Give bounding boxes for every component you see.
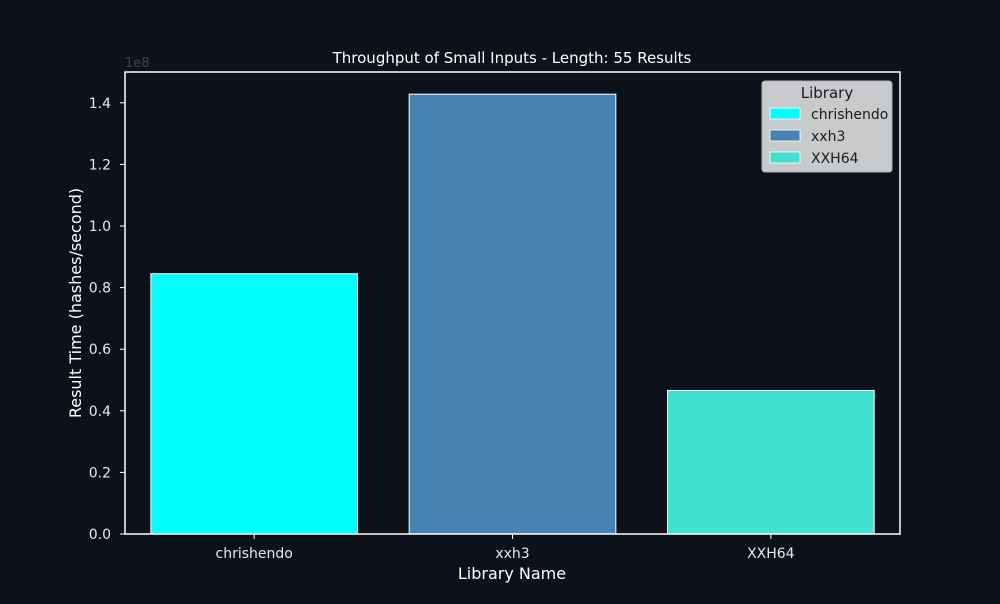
plot-frame [124, 71, 901, 535]
bar-chrishendo [150, 273, 358, 535]
y-tick-label: 0.6 [89, 342, 111, 358]
chart-title: Throughput of Small Inputs - Length: 55 … [332, 49, 692, 67]
legend-swatch [769, 151, 801, 164]
x-axis-ticks: chrishendo xxh3 XXH64 [216, 534, 795, 562]
y-tick-label: 1.2 [89, 157, 111, 173]
y-tick-label: 0.8 [89, 281, 111, 297]
legend-entry-label: chrishendo [811, 107, 888, 123]
legend-swatch [769, 129, 801, 142]
bars-layer [150, 93, 875, 535]
legend-entry-label: xxh3 [811, 129, 845, 145]
y-axis-scale-label: 1e8 [125, 56, 150, 71]
bar-xxh3 [408, 93, 617, 535]
y-tick-label: 0.4 [89, 404, 111, 420]
y-axis-label: Result Time (hashes/second) [66, 188, 85, 418]
legend-title: Library [801, 84, 854, 102]
x-tick-label: XXH64 [747, 546, 795, 562]
legend-swatch [769, 107, 801, 120]
y-axis-ticks: 0.0 0.2 0.4 0.6 0.8 1.0 1.2 1.4 [89, 96, 125, 543]
bar-xxh64 [667, 389, 875, 535]
y-tick-label: 1.0 [89, 219, 111, 235]
legend-entries: chrishendo xxh3 XXH64 [769, 107, 888, 167]
legend-entry-label: XXH64 [811, 151, 859, 167]
y-tick-label: 0.2 [89, 465, 111, 481]
y-tick-label: 0.0 [89, 527, 111, 543]
x-axis-label: Library Name [458, 564, 566, 583]
y-tick-label: 1.4 [89, 96, 111, 112]
x-tick-label: chrishendo [216, 546, 293, 562]
legend-box [761, 80, 893, 173]
x-tick-label: xxh3 [495, 546, 529, 562]
legend: Library chrishendo xxh3 XXH64 [761, 80, 893, 173]
